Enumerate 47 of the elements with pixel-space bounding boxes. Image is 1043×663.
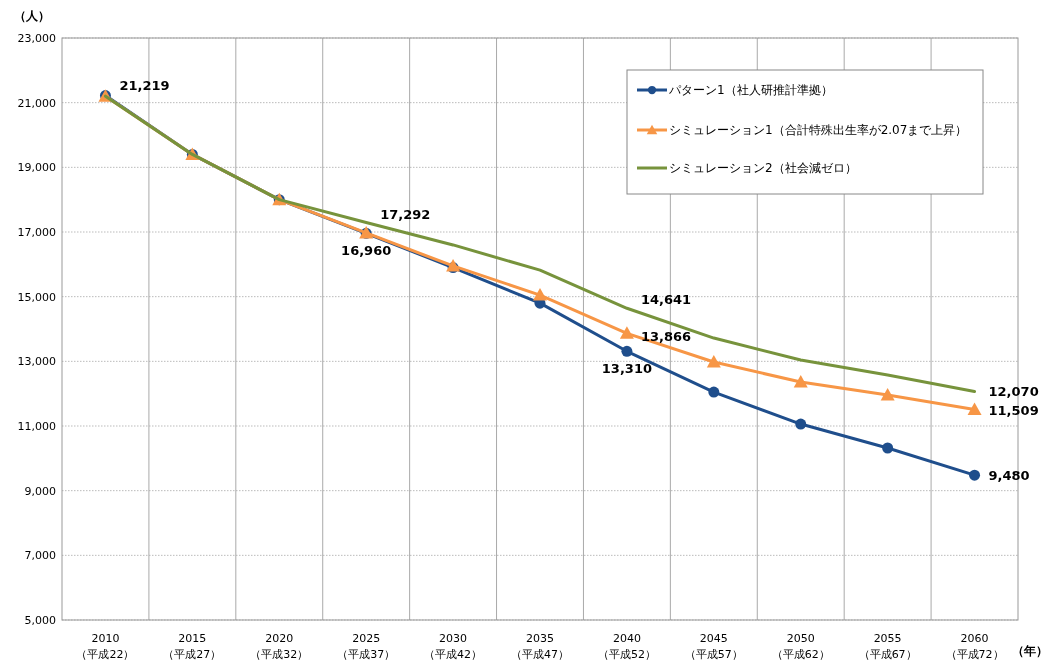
legend-label: パターン1（社人研推計準拠）: [668, 83, 833, 97]
x-tick-label: 2045 （平成57）: [684, 632, 743, 661]
x-tick-label: 2055 （平成67）: [858, 632, 917, 661]
x-tick-label: 2050 （平成62）: [771, 632, 830, 661]
data-label: 11,509: [988, 402, 1039, 418]
y-tick-label: 19,000: [17, 161, 56, 175]
point: [967, 402, 982, 416]
y-tick-label: 11,000: [17, 420, 56, 433]
y-tick-label: 5,000: [24, 614, 56, 627]
x-tick-label: 2035 （平成47）: [511, 632, 569, 661]
y-tick-label: 23,000: [17, 32, 56, 45]
legend-label: シミュレーション2（社会減ゼロ）: [669, 161, 857, 175]
x-tick-label: 2060 （平成72）: [945, 632, 1004, 661]
point: [708, 386, 720, 398]
x-tick-label: 2020 （平成32）: [250, 632, 309, 661]
y-tick-label: 17,000: [17, 226, 56, 239]
point: [969, 469, 981, 481]
data-label: 9,480: [988, 468, 1030, 484]
point: [446, 258, 461, 272]
data-label: 16,960: [341, 243, 392, 259]
point: [621, 345, 633, 357]
legend-label: シミュレーション1（合計特殊出生率が2.07まで上昇）: [669, 123, 968, 137]
data-label: 13,310: [601, 361, 652, 377]
y-tick-label: 9,000: [24, 484, 56, 498]
x-tick-label: 2025 （平成37）: [337, 632, 396, 661]
point: [793, 375, 808, 388]
point: [706, 354, 721, 368]
y-axis-title: （人）: [14, 9, 50, 23]
data-label: 13,866: [640, 329, 692, 345]
data-label: 17,292: [380, 206, 431, 222]
y-tick-label: 7,000: [24, 549, 56, 563]
y-tick-label: 21,000: [17, 96, 56, 110]
point: [619, 326, 634, 339]
point: [880, 387, 895, 401]
x-tick-label: 2015 （平成27）: [163, 632, 222, 661]
y-tick-label: 15,000: [17, 290, 56, 304]
x-tick-label: 2010 （平成22）: [76, 632, 135, 661]
point: [795, 418, 807, 430]
data-label: 21,219: [119, 77, 170, 93]
point: [882, 442, 894, 454]
point: [533, 288, 547, 301]
y-tick-label: 13,000: [17, 355, 56, 369]
data-label: 12,070: [988, 384, 1039, 400]
x-tick-label: 2040 （平成52）: [597, 632, 656, 661]
x-tick-label: 2030 （平成42）: [424, 632, 483, 661]
x-axis-title: （年）: [1012, 644, 1043, 658]
data-label: 14,641: [640, 292, 692, 308]
